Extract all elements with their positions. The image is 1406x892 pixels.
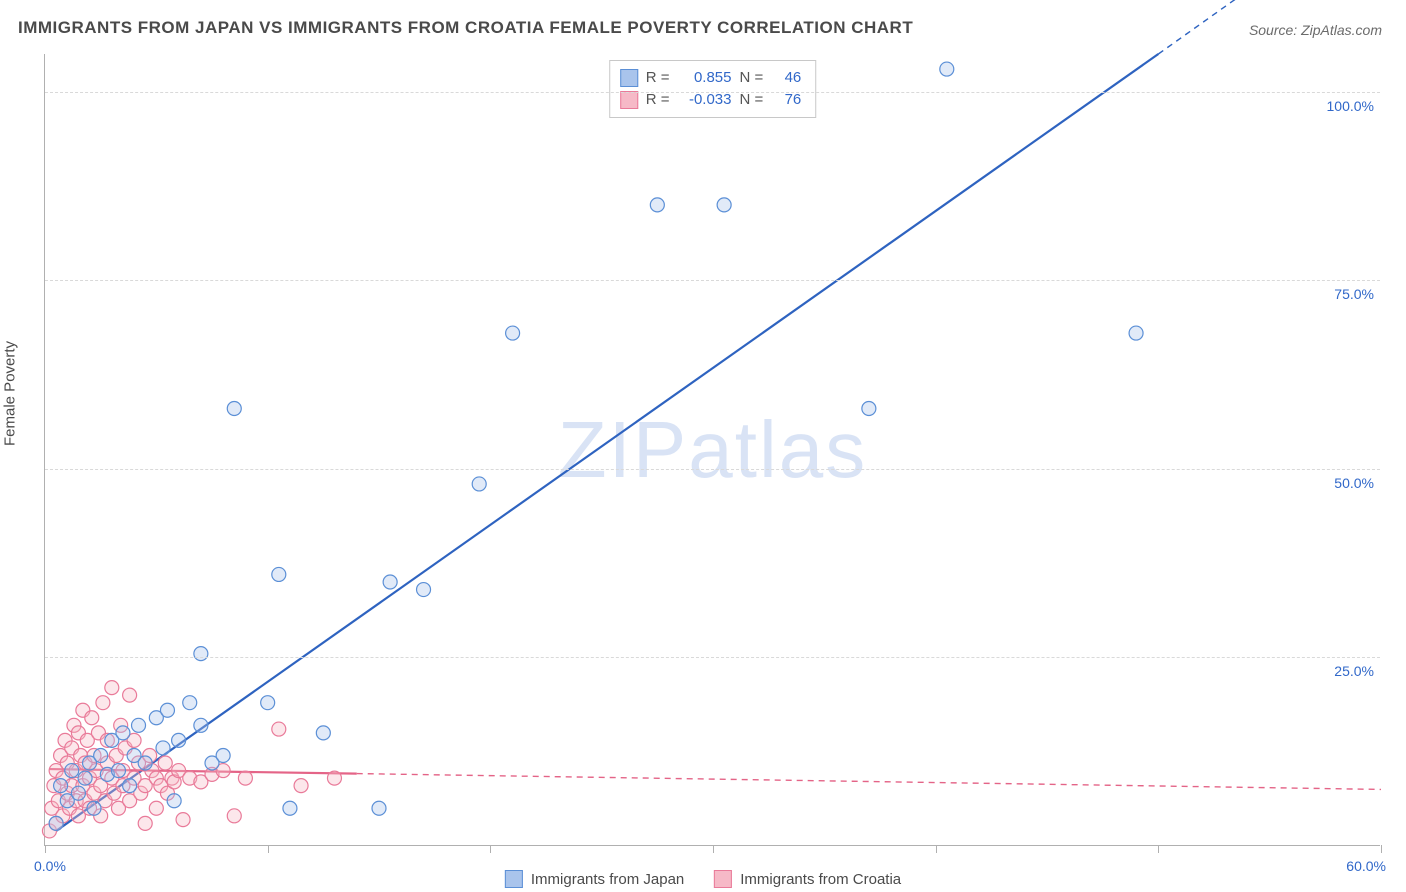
chart-svg	[45, 54, 1380, 845]
gridline	[45, 92, 1380, 93]
x-tick	[490, 845, 491, 853]
x-axis-end-label: 60.0%	[1346, 858, 1386, 874]
n-value-japan: 46	[771, 67, 801, 89]
x-tick	[936, 845, 937, 853]
r-value-japan: 0.855	[678, 67, 732, 89]
chart-title: IMMIGRANTS FROM JAPAN VS IMMIGRANTS FROM…	[18, 18, 913, 38]
legend-item-croatia: Immigrants from Croatia	[714, 870, 901, 888]
swatch-japan-icon	[505, 870, 523, 888]
y-tick-label: 50.0%	[1334, 475, 1374, 491]
y-tick-label: 25.0%	[1334, 663, 1374, 679]
gridline	[45, 280, 1380, 281]
y-tick-label: 100.0%	[1327, 98, 1374, 114]
stats-legend: R = 0.855 N = 46 R = -0.033 N = 76	[609, 60, 817, 118]
swatch-croatia-icon	[620, 91, 638, 109]
x-tick	[1158, 845, 1159, 853]
legend-item-japan: Immigrants from Japan	[505, 870, 684, 888]
y-tick-label: 75.0%	[1334, 286, 1374, 302]
legend-label-japan: Immigrants from Japan	[531, 871, 684, 888]
legend-label-croatia: Immigrants from Croatia	[740, 871, 901, 888]
gridline	[45, 469, 1380, 470]
x-tick	[1381, 845, 1382, 853]
x-tick	[268, 845, 269, 853]
y-axis-title: Female Poverty	[2, 341, 19, 446]
gridline	[45, 657, 1380, 658]
swatch-croatia-icon	[714, 870, 732, 888]
r-label: R =	[646, 67, 670, 89]
stats-row-japan: R = 0.855 N = 46	[620, 67, 802, 89]
source-credit: Source: ZipAtlas.com	[1249, 22, 1382, 38]
plot-area: ZIPatlas R = 0.855 N = 46 R = -0.033 N =…	[44, 54, 1380, 846]
swatch-japan-icon	[620, 69, 638, 87]
x-tick	[45, 845, 46, 853]
x-axis-start-label: 0.0%	[34, 858, 66, 874]
n-label: N =	[740, 67, 764, 89]
x-tick	[713, 845, 714, 853]
bottom-legend: Immigrants from Japan Immigrants from Cr…	[505, 870, 901, 888]
